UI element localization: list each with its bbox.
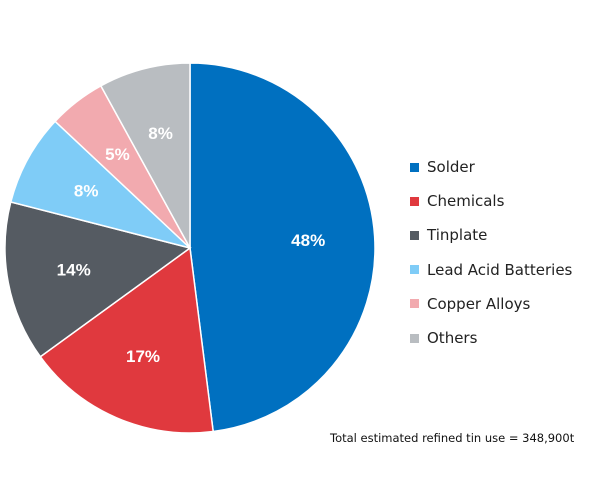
total-annotation: Total estimated refined tin use = 348,90… xyxy=(330,431,575,445)
legend-label: Solder xyxy=(427,158,475,177)
slice-value-label: 14% xyxy=(57,261,91,280)
legend: Solder Chemicals Tinplate Lead Acid Batteri… xyxy=(410,150,595,355)
legend-swatch xyxy=(410,162,419,172)
legend-label: Tinplate xyxy=(427,226,488,245)
slice-value-label: 8% xyxy=(74,182,99,201)
legend-swatch xyxy=(410,299,419,309)
legend-item: Chemicals xyxy=(410,184,595,218)
pie-slice-lead-acid-batteries xyxy=(9,120,191,249)
pie-slice-solder xyxy=(189,62,376,433)
legend-label: Others xyxy=(427,329,478,348)
legend-swatch xyxy=(410,265,419,275)
pie-slice-others xyxy=(99,62,191,249)
legend-swatch xyxy=(410,333,419,343)
legend-label: Copper Alloys xyxy=(427,294,531,313)
legend-label: Chemicals xyxy=(427,192,505,211)
pie-slice-labels: 48% 17% 14% 8% 5% 8% xyxy=(57,124,326,366)
legend-swatch xyxy=(410,230,419,240)
pie-slices xyxy=(4,62,376,434)
legend-item: Tinplate xyxy=(410,218,595,252)
legend-swatch xyxy=(410,196,419,206)
pie-slice-tinplate xyxy=(4,201,192,358)
legend-item: Others xyxy=(410,321,595,355)
slice-value-label: 5% xyxy=(105,145,130,164)
slice-value-label: 8% xyxy=(148,124,173,143)
slice-value-label: 17% xyxy=(126,347,160,366)
legend-item: Copper Alloys xyxy=(410,287,595,321)
slice-value-label: 48% xyxy=(291,231,325,250)
pie-slice-chemicals xyxy=(39,246,215,434)
legend-label: Lead Acid Batteries xyxy=(427,260,573,279)
legend-item: Lead Acid Batteries xyxy=(410,253,595,287)
legend-item: Solder xyxy=(410,150,595,184)
